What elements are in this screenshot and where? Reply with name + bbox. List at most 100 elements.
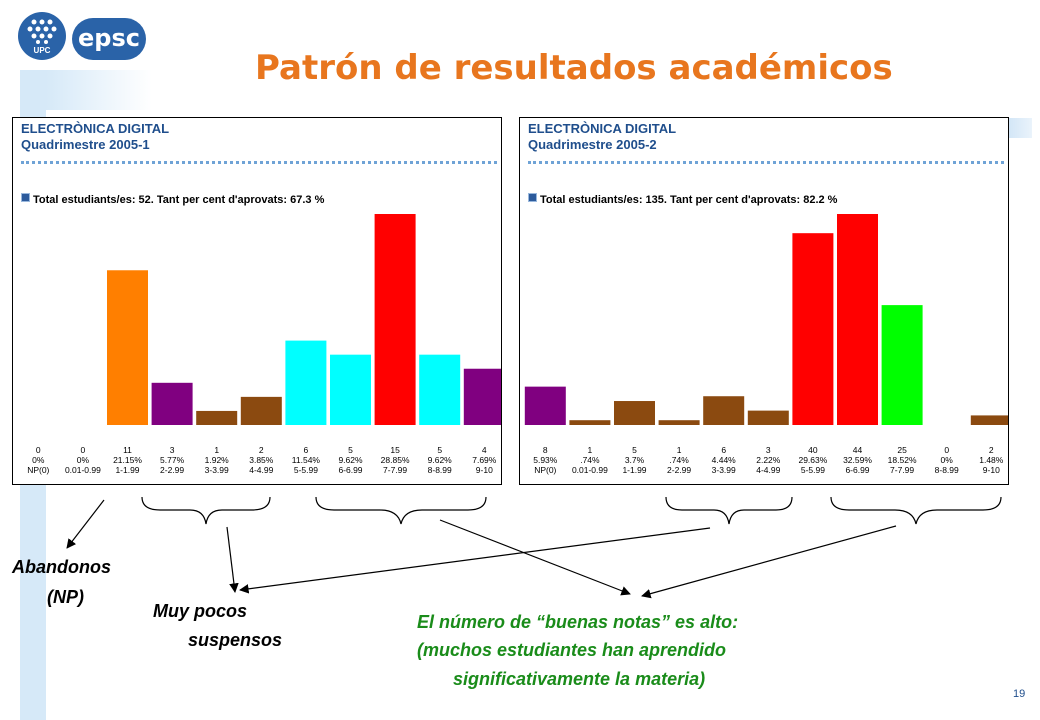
category-label: 7-7.99	[890, 465, 914, 475]
category-label: NP(0)	[534, 465, 556, 475]
percent-label: 9.62%	[428, 455, 453, 465]
top-decor-strip	[46, 70, 152, 110]
category-label: 1-1.99	[115, 465, 139, 475]
bar-3-3.99	[703, 396, 745, 425]
arrow-buenas-1	[439, 519, 631, 596]
label-muy-pocos: Muy pocos	[153, 601, 248, 621]
chart-legend: Total estudiants/es: 52. Tant per cent d…	[21, 193, 324, 206]
brace-suspensos-2	[665, 496, 793, 525]
bar-3-3.99	[196, 410, 238, 425]
label-buenas-notas: El número de “buenas notas” es alto:	[417, 612, 739, 632]
percent-label: 21.15%	[113, 455, 142, 465]
count-label: 3	[766, 445, 771, 455]
bar-7-7.99	[881, 305, 923, 425]
category-label: 5-5.99	[801, 465, 825, 475]
upc-logo-text: UPC	[33, 46, 51, 55]
category-label: 9-10	[476, 465, 493, 475]
bar-8-8.99	[419, 354, 461, 425]
bar-1-1.99	[614, 401, 655, 425]
count-label: 11	[123, 445, 132, 455]
percent-label: 1.48%	[979, 455, 1004, 465]
category-label: 6-6.99	[338, 465, 362, 475]
count-label: 5	[348, 445, 353, 455]
count-label: 40	[808, 445, 818, 455]
category-label: 9-10	[983, 465, 1000, 475]
arrow-suspensos-1	[226, 526, 239, 593]
category-label: 4-4.99	[249, 465, 273, 475]
dotted-divider	[528, 161, 1004, 164]
percent-label: 32.59%	[843, 455, 872, 465]
category-label: 6-6.99	[845, 465, 869, 475]
percent-label: .74%	[669, 455, 689, 465]
count-label: 0	[944, 445, 949, 455]
bar-7-7.99	[374, 214, 416, 425]
bar-chart-2005-1: 00%NP(0)00%0.01-0.991121.15%1-1.9935.77%…	[27, 214, 501, 475]
category-label: 3-3.99	[712, 465, 736, 475]
category-label: 2-2.99	[160, 465, 184, 475]
bar-4-4.99	[240, 396, 282, 425]
percent-label: 1.92%	[205, 455, 230, 465]
epsc-logo-text: epsc	[78, 24, 140, 52]
chart-panel-2005-1: ELECTRÒNICA DIGITAL Quadrimestre 2005-1 …	[12, 117, 502, 485]
count-label: 3	[170, 445, 175, 455]
chart-title: ELECTRÒNICA DIGITAL	[528, 121, 677, 136]
slide-title: Patrón de resultados académicos	[255, 48, 893, 88]
brace-buenas-1	[315, 496, 487, 525]
arrow-buenas-2	[641, 525, 897, 599]
percent-label: 28.85%	[381, 455, 410, 465]
category-label: 0.01-0.99	[65, 465, 101, 475]
percent-label: 0%	[32, 455, 45, 465]
percent-label: 0%	[77, 455, 90, 465]
count-label: 0	[81, 445, 86, 455]
chart-legend: Total estudiants/es: 135. Tant per cent …	[528, 193, 837, 206]
chart-subtitle: Quadrimestre 2005-2	[528, 137, 657, 152]
bar-2-2.99	[151, 382, 193, 425]
percent-label: 4.44%	[712, 455, 737, 465]
bar-4-4.99	[747, 410, 789, 425]
category-label: 7-7.99	[383, 465, 407, 475]
dotted-divider	[21, 161, 497, 164]
category-label: 4-4.99	[756, 465, 780, 475]
epsc-logo: epsc	[72, 18, 146, 60]
count-label: 2	[989, 445, 994, 455]
category-label: 0.01-0.99	[572, 465, 608, 475]
category-label: NP(0)	[27, 465, 49, 475]
legend-text: Total estudiants/es: 135. Tant per cent …	[540, 194, 838, 206]
bar-6-6.99	[330, 354, 371, 425]
label-abandonos-np: (NP)	[47, 587, 84, 607]
label-buenas-notas-3: significativamente la materia)	[453, 669, 706, 689]
bar-6-6.99	[837, 214, 878, 425]
percent-label: 7.69%	[472, 455, 497, 465]
count-label: 0	[36, 445, 41, 455]
count-label: 2	[259, 445, 264, 455]
brace-buenas-2	[830, 496, 1002, 525]
category-label: 3-3.99	[205, 465, 229, 475]
percent-label: .74%	[580, 455, 600, 465]
arrow-abandonos	[66, 499, 105, 549]
chart-subtitle: Quadrimestre 2005-1	[21, 137, 150, 152]
percent-label: 3.85%	[249, 455, 274, 465]
upc-logo-dots-icon	[27, 19, 57, 44]
percent-label: 5.93%	[533, 455, 558, 465]
count-label: 5	[632, 445, 637, 455]
count-label: 15	[390, 445, 400, 455]
percent-label: 3.7%	[625, 455, 645, 465]
label-suspensos: suspensos	[188, 630, 283, 650]
percent-label: 0%	[941, 455, 954, 465]
label-buenas-notas-2: (muchos estudiantes han aprendido	[417, 640, 727, 660]
legend-square-icon	[528, 193, 537, 202]
upc-logo: UPC	[18, 12, 66, 60]
legend-text: Total estudiants/es: 52. Tant per cent d…	[33, 194, 325, 206]
count-label: 1	[677, 445, 682, 455]
count-label: 8	[543, 445, 548, 455]
brace-suspensos-1	[141, 496, 271, 525]
bar-9-10	[970, 415, 1008, 425]
bar-NP(0)	[524, 386, 566, 425]
percent-label: 2.22%	[756, 455, 781, 465]
bar-2-2.99	[658, 420, 700, 425]
percent-label: 11.54%	[292, 455, 321, 465]
count-label: 4	[482, 445, 487, 455]
label-abandonos: Abandonos	[12, 557, 111, 577]
chart-title: ELECTRÒNICA DIGITAL	[21, 121, 170, 136]
page-number: 19	[1013, 688, 1026, 700]
